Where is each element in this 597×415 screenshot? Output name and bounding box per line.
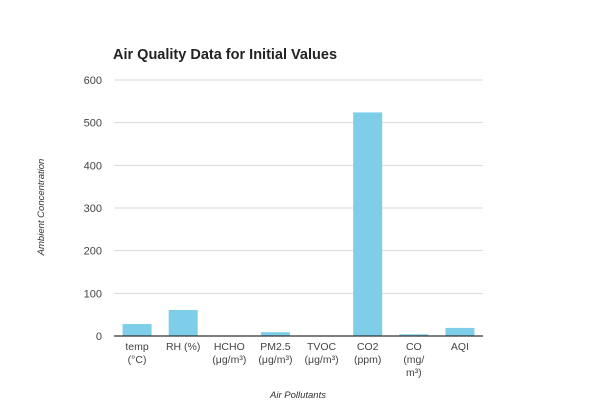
y-tick-label: 100	[84, 288, 102, 300]
y-tick-label: 500	[84, 118, 102, 130]
y-axis-title: Ambient Concentration	[36, 159, 47, 257]
y-tick-label: 200	[84, 246, 102, 258]
gridlines	[114, 79, 483, 294]
x-tick-label-line: HCHO	[214, 341, 245, 353]
chart-title: Air Quality Data for Initial Values	[113, 47, 337, 63]
x-tick-label: TVOC (μg/m³)	[305, 341, 339, 366]
x-tick-label: CO (mg/m³)	[403, 341, 424, 379]
x-tick-label-line: CO2	[357, 341, 379, 353]
bar	[260, 332, 290, 336]
bar	[399, 334, 429, 336]
x-tick-label: temp (°C)	[125, 341, 149, 366]
bar	[168, 309, 198, 336]
y-axis-ticks: 0 100 200 300 400 500 600	[84, 75, 102, 343]
x-tick-label-line: (mg/	[403, 354, 424, 366]
bars	[122, 112, 475, 337]
x-tick-label: CO2 (ppm)	[354, 341, 381, 366]
x-axis-labels: temp (°C)RH (%) HCHO (μg/m³)PM2.5 (μg/m³)TVO…	[125, 341, 469, 379]
x-tick-label-line: (μg/m³)	[212, 354, 246, 366]
x-tick-label: HCHO (μg/m³)	[212, 341, 246, 366]
x-tick-label-line: m³)	[406, 367, 422, 379]
x-tick-label-line: (μg/m³)	[305, 354, 339, 366]
x-axis-title: Air Pollutants	[269, 390, 326, 401]
x-tick-label-line: temp	[125, 341, 149, 353]
x-tick-label-line: RH (%)	[166, 341, 200, 353]
y-tick-label: 400	[84, 160, 102, 172]
x-tick-label-line: PM2.5	[260, 341, 291, 353]
y-tick-label: 300	[84, 203, 102, 215]
x-tick-label-line: AQI	[451, 341, 469, 353]
x-tick-label-line: TVOC	[307, 341, 337, 353]
bar	[353, 112, 383, 336]
y-tick-label: 600	[84, 75, 102, 87]
x-tick-label-line: CO	[406, 341, 422, 353]
x-tick-label-line: (μg/m³)	[258, 354, 292, 366]
x-tick-label: AQI	[451, 341, 469, 353]
y-tick-label: 0	[96, 331, 102, 343]
x-tick-label-line: (°C)	[128, 354, 147, 366]
bar	[122, 324, 152, 336]
x-tick-label: RH (%)	[166, 341, 200, 353]
x-tick-label: PM2.5 (μg/m³)	[258, 341, 292, 366]
x-tick-label-line: (ppm)	[354, 354, 381, 366]
bar	[445, 327, 475, 336]
